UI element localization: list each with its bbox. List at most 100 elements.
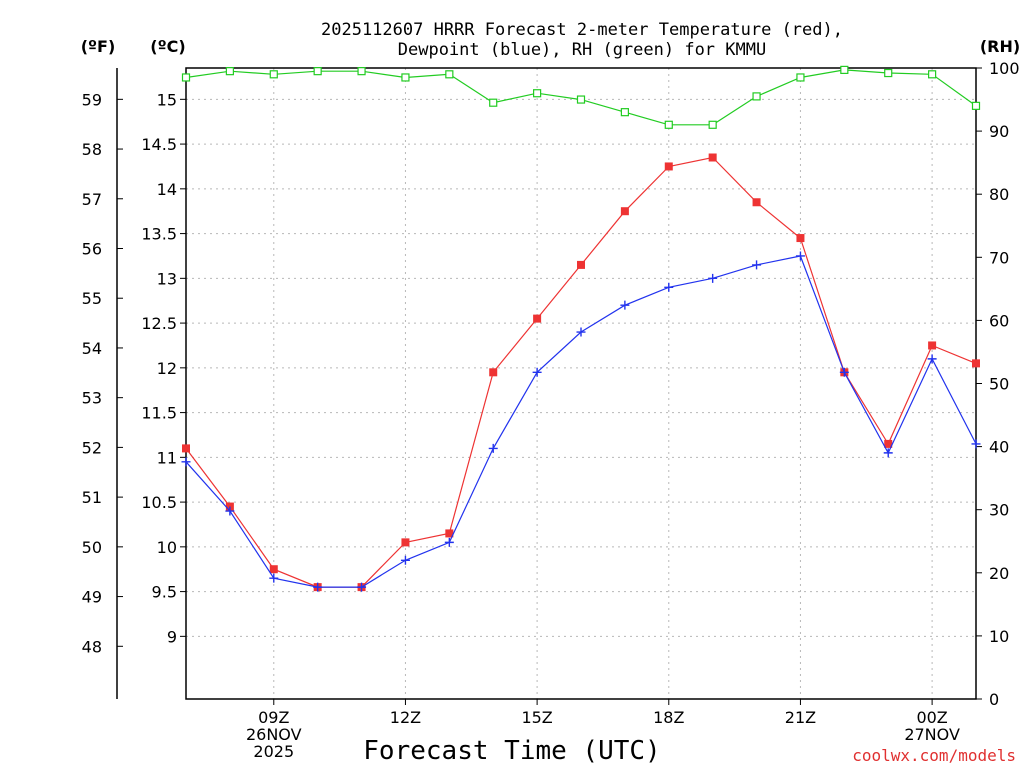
credit-text: coolwx.com/models <box>852 746 1016 765</box>
rh-point <box>181 73 191 82</box>
temperature-point <box>533 314 542 323</box>
temperature-series <box>182 153 980 592</box>
dewpoint-point <box>971 439 981 449</box>
rh-point <box>971 101 981 110</box>
temperature-point <box>796 234 805 243</box>
fahrenheit-tick-label: 57 <box>82 190 102 209</box>
fahrenheit-tick-label: 53 <box>82 389 102 408</box>
celsius-tick-label: 9.5 <box>152 583 177 602</box>
rh-point <box>489 98 498 107</box>
rh-tick-label: 40 <box>989 438 1009 457</box>
rh-point <box>708 120 717 129</box>
celsius-tick-label: 15 <box>157 90 177 109</box>
dewpoint-point <box>488 443 498 453</box>
temperature-point <box>928 341 937 350</box>
temperature-point <box>708 153 717 162</box>
celsius-tick-label: 14 <box>157 180 177 199</box>
temperature-point <box>489 368 498 377</box>
celsius-tick-label: 11 <box>157 448 177 467</box>
x-tick-label: 21Z <box>785 708 816 727</box>
dewpoint-line <box>185 255 977 588</box>
fahrenheit-tick-label: 59 <box>82 90 102 109</box>
x-tick-label: 15Z <box>521 708 552 727</box>
temperature-point <box>401 538 410 547</box>
dewpoint-point <box>927 354 937 364</box>
x-tick-label: 27NOV <box>904 725 960 744</box>
dewpoint-point <box>400 555 410 565</box>
plot-frame <box>185 67 977 700</box>
chart-title: 2025112607 HRRR Forecast 2-meter Tempera… <box>321 20 843 60</box>
dewpoint-point <box>839 367 849 377</box>
dewpoint-point <box>620 300 630 310</box>
rh-series <box>181 65 981 129</box>
fahrenheit-tick-label: 56 <box>82 239 102 258</box>
temperature-point <box>620 207 629 216</box>
dewpoint-point <box>752 260 762 270</box>
rh-point <box>401 73 410 82</box>
temperature-point <box>445 529 454 538</box>
fahrenheit-tick-label: 50 <box>82 538 102 557</box>
rh-point <box>533 89 542 98</box>
dewpoint-point <box>883 448 893 458</box>
x-tick-label: 09Z <box>258 708 289 727</box>
fahrenheit-tick-label: 55 <box>82 289 102 308</box>
rh-tick-label: 80 <box>989 185 1009 204</box>
celsius-tick-label: 11.5 <box>141 404 177 423</box>
rh-point <box>664 120 673 129</box>
x-tick-label: 18Z <box>653 708 684 727</box>
rh-tick-label: 10 <box>989 627 1009 646</box>
celsius-tick-label: 12.5 <box>141 314 177 333</box>
dewpoint-point <box>708 273 718 283</box>
rh-point <box>576 95 586 104</box>
rh-point <box>884 68 893 78</box>
rh-tick-label: 70 <box>989 248 1009 267</box>
celsius-tick-label: 9 <box>167 627 177 646</box>
celsius-tick-label: 13.5 <box>141 225 177 244</box>
rh-point <box>269 70 278 79</box>
rh-tick-label: 30 <box>989 501 1009 520</box>
rh-axis-ticks: 0 10 20 30 40 50 60 70 80 90 100 <box>976 59 1020 709</box>
celsius-axis-ticks: 9 9.5 10 10.5 11 11.5 12 12.5 13 13.5 14 14.5 15 <box>141 90 186 646</box>
celsius-tick-label: 10 <box>157 538 177 557</box>
rh-point <box>225 67 234 76</box>
rh-tick-label: 90 <box>989 122 1009 141</box>
rh-point <box>796 73 805 82</box>
series-layer <box>181 65 981 592</box>
x-tick-label: 2025 <box>253 742 294 761</box>
dewpoint-point <box>795 251 805 261</box>
dewpoint-point <box>269 573 279 583</box>
rh-point <box>357 67 366 76</box>
rh-point <box>928 70 937 79</box>
rh-tick-label: 50 <box>989 375 1009 394</box>
dewpoint-point <box>532 367 542 377</box>
celsius-tick-label: 10.5 <box>141 493 177 512</box>
rh-tick-label: 20 <box>989 564 1009 583</box>
temperature-point <box>182 444 190 453</box>
fahrenheit-tick-label: 49 <box>82 588 102 607</box>
x-tick-label: 26NOV <box>246 725 302 744</box>
title-line-1: 2025112607 HRRR Forecast 2-meter Tempera… <box>321 20 843 40</box>
x-tick-label: 12Z <box>390 708 421 727</box>
celsius-tick-label: 12 <box>157 359 177 378</box>
rh-tick-label: 0 <box>989 690 999 709</box>
rh-point <box>840 65 849 74</box>
rh-point <box>752 92 761 101</box>
rh-point <box>313 67 322 76</box>
temperature-point <box>664 162 673 171</box>
fahrenheit-tick-label: 54 <box>82 339 102 358</box>
dewpoint-point <box>181 457 191 467</box>
dewpoint-point <box>313 582 323 592</box>
fahrenheit-tick-label: 48 <box>82 637 102 656</box>
x-axis-title: Forecast Time (UTC) <box>363 736 660 766</box>
rh-tick-label: 100 <box>989 59 1020 78</box>
celsius-unit-label: (ºC) <box>150 37 185 56</box>
fahrenheit-tick-label: 58 <box>82 140 102 159</box>
dewpoint-point <box>576 327 586 337</box>
dewpoint-point <box>444 537 454 547</box>
dewpoint-point <box>357 582 367 592</box>
fahrenheit-axis-ticks: 48 49 50 51 52 53 54 55 56 57 58 59 <box>82 90 123 656</box>
rh-unit-label: (RH) <box>980 37 1020 56</box>
celsius-tick-label: 14.5 <box>141 135 177 154</box>
